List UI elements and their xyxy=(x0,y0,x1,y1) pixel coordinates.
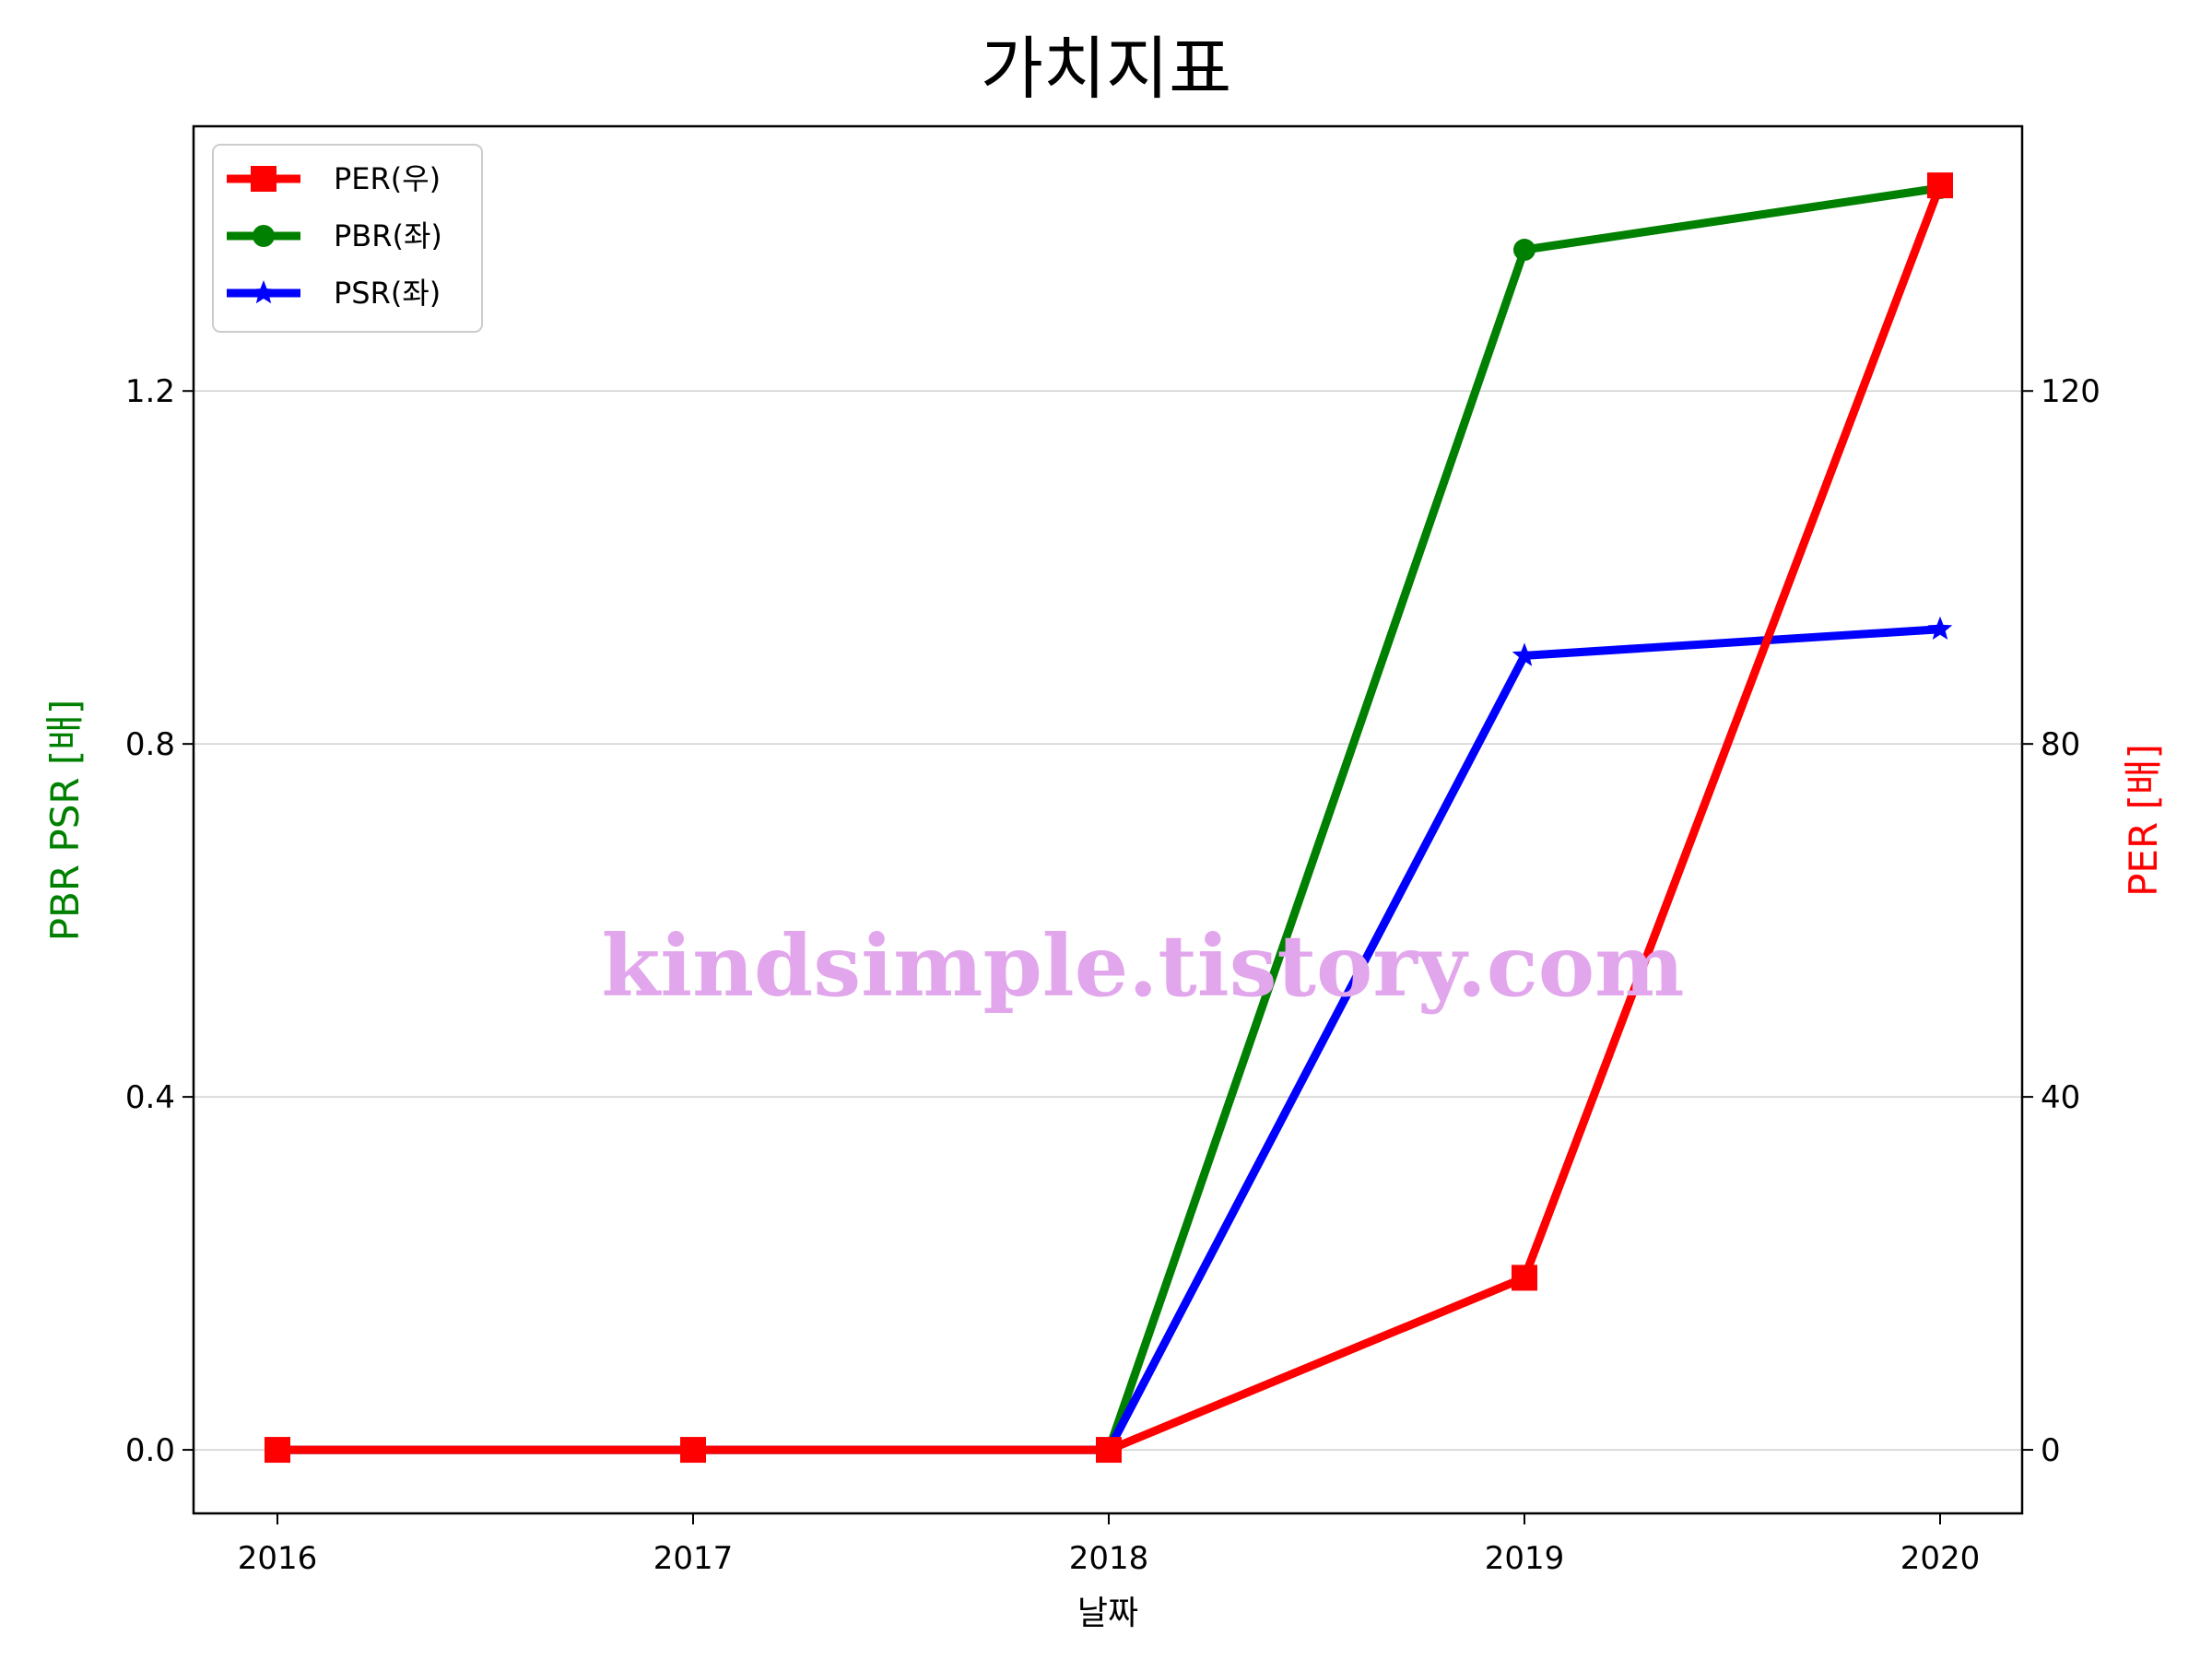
legend-entries: PER(우) PBR(좌) PSR(좌) xyxy=(227,161,442,311)
legend-marker-2 xyxy=(251,280,276,304)
plot-series xyxy=(265,172,1953,1464)
series-psr xyxy=(265,616,1953,1461)
series-point-pbr-3 xyxy=(1513,239,1535,262)
series-line-pbr xyxy=(273,183,1945,1454)
legend-entry-0: PER(우) xyxy=(227,161,441,196)
series-point-per-1 xyxy=(680,1437,706,1464)
y-left-tick-label-1: 0.4 xyxy=(125,1079,175,1116)
chart-title: 가치지표 xyxy=(981,29,1231,109)
y-left-tick-label-0: 0.0 xyxy=(125,1432,175,1469)
legend: PER(우) PBR(좌) PSR(좌) xyxy=(212,144,483,333)
y-axis-right-label: PER [배] xyxy=(2121,744,2166,897)
legend-label-2: PSR(좌) xyxy=(334,276,441,311)
x-tick-label-3: 2019 xyxy=(1485,1540,1565,1577)
x-axis-label: 날짜 xyxy=(1077,1594,1138,1632)
series-point-psr-4 xyxy=(1927,616,1953,640)
legend-marker-0 xyxy=(251,166,276,192)
y-axis-left-ticks: 0.0 0.4 0.8 1.2 xyxy=(125,373,194,1469)
y-left-tick-label-2: 0.8 xyxy=(125,726,175,763)
legend-entry-1: PBR(좌) xyxy=(227,218,442,253)
y-left-tick-label-3: 1.2 xyxy=(125,373,175,410)
x-axis-ticks: 2016 2017 2018 2019 2020 xyxy=(238,1513,1981,1577)
series-point-per-0 xyxy=(265,1437,290,1464)
series-point-per-4 xyxy=(1927,172,1953,199)
x-tick-label-4: 2020 xyxy=(1900,1540,1981,1577)
x-tick-label-2: 2018 xyxy=(1069,1540,1149,1577)
legend-label-0: PER(우) xyxy=(334,161,441,196)
legend-entry-2: PSR(좌) xyxy=(227,276,441,311)
legend-marker-1 xyxy=(253,225,275,247)
series-line-psr xyxy=(273,625,1945,1454)
y-axis-right-ticks: 0 40 80 120 xyxy=(2022,373,2100,1469)
y-right-tick-label-1: 40 xyxy=(2041,1079,2080,1116)
series-point-per-3 xyxy=(1512,1265,1537,1291)
plot-frame xyxy=(192,124,2024,1515)
legend-box xyxy=(212,144,483,333)
x-tick-label-0: 2016 xyxy=(238,1540,318,1577)
series-point-per-2 xyxy=(1096,1437,1122,1464)
x-tick-label-1: 2017 xyxy=(653,1540,734,1577)
y-right-tick-label-3: 120 xyxy=(2041,373,2100,410)
y-right-tick-label-0: 0 xyxy=(2041,1432,2061,1469)
series-per xyxy=(265,172,1953,1464)
watermark-text: kindsimple.tistory.com xyxy=(601,916,1684,1016)
series-point-psr-3 xyxy=(1512,642,1537,666)
legend-label-1: PBR(좌) xyxy=(334,218,442,253)
y-axis-left-label: PBR PSR [배] xyxy=(42,700,88,942)
y-right-tick-label-2: 80 xyxy=(2041,726,2080,763)
series-line-per xyxy=(273,181,1945,1454)
